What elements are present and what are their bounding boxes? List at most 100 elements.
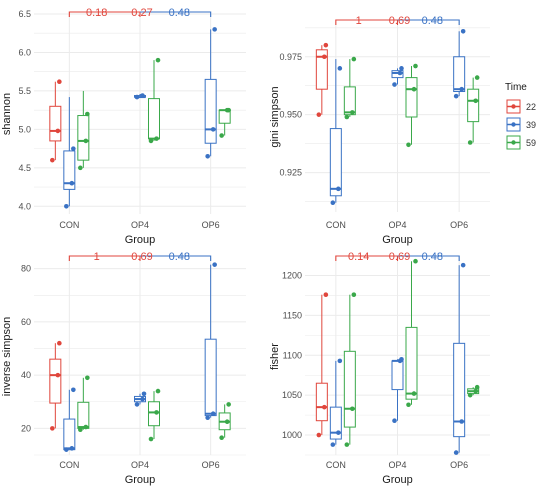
data-point xyxy=(226,107,231,113)
bracket-op4-op6 xyxy=(140,255,212,261)
data-point xyxy=(141,391,147,397)
data-point xyxy=(411,391,417,396)
x-tick-label: CON xyxy=(326,460,346,470)
bracket-con-op4 xyxy=(68,11,141,17)
box-22-CON xyxy=(315,292,329,438)
data-point xyxy=(350,406,355,412)
data-point xyxy=(210,127,216,132)
data-point xyxy=(392,82,397,87)
x-axis-title: Group xyxy=(125,474,156,486)
y-tick-label: 6.0 xyxy=(18,47,31,57)
data-point xyxy=(71,146,76,151)
p-value-label: 0.48 xyxy=(422,251,443,263)
data-point xyxy=(413,63,418,69)
x-tick-label: OP4 xyxy=(131,220,149,230)
legend-key-point xyxy=(511,140,516,145)
data-point xyxy=(78,165,83,171)
box-body xyxy=(391,70,404,79)
data-point xyxy=(330,442,336,447)
y-axis-title: inverse simpson xyxy=(1,317,13,396)
y-tick-label: 1150 xyxy=(283,310,302,320)
bracket-con-op4 xyxy=(68,255,141,261)
data-point xyxy=(219,133,224,138)
data-point xyxy=(134,402,140,407)
legend-item-59: 59 xyxy=(506,135,536,150)
data-point xyxy=(322,54,327,60)
box-body xyxy=(148,401,160,427)
data-point xyxy=(148,138,154,144)
legend-item-39: 39 xyxy=(506,117,536,132)
data-point xyxy=(397,70,403,76)
data-point xyxy=(210,411,216,417)
box-body xyxy=(204,338,217,417)
y-tick-label: 1050 xyxy=(282,390,302,400)
y-tick-label: 20 xyxy=(21,423,31,433)
box-body xyxy=(343,350,356,428)
x-tick-label: CON xyxy=(59,460,79,470)
box-59-OP4 xyxy=(148,388,161,442)
legend-label: 39 xyxy=(526,120,536,130)
box-body xyxy=(148,98,160,140)
box-body xyxy=(453,342,466,438)
p-value-label: 0.69 xyxy=(131,251,152,263)
p-value-label: 0.27 xyxy=(131,7,152,19)
y-axis-title: shannon xyxy=(1,93,13,135)
data-point xyxy=(467,140,473,145)
box-39-CON xyxy=(63,97,76,209)
x-tick-label: CON xyxy=(326,220,346,230)
data-point xyxy=(460,262,466,268)
data-point xyxy=(392,418,397,424)
data-point xyxy=(473,388,478,394)
data-point xyxy=(336,430,341,435)
bracket-op4-op6 xyxy=(397,255,460,261)
data-point xyxy=(350,110,355,115)
data-point xyxy=(337,66,343,71)
box-body xyxy=(49,105,62,142)
box-22-CON xyxy=(315,42,329,117)
data-point xyxy=(55,372,61,378)
data-point xyxy=(212,27,217,32)
legend-label: 22 xyxy=(526,102,536,112)
box-39-OP4 xyxy=(134,93,146,100)
panel-inverse-simpson: 20 40 60 80 CON OP4 OP6 inverse simpson Group 1 0.… xyxy=(1,251,246,486)
data-point xyxy=(85,375,90,381)
box-39-OP4 xyxy=(391,356,404,424)
legend-item-22: 22 xyxy=(506,99,536,114)
box-59-OP6 xyxy=(218,107,231,138)
x-tick-label: OP6 xyxy=(202,220,220,230)
data-point xyxy=(219,435,224,440)
data-point xyxy=(322,404,327,410)
x-tick-label: OP4 xyxy=(388,220,406,230)
x-tick-label: OP6 xyxy=(202,460,220,470)
y-tick-label: 6.5 xyxy=(18,9,31,19)
y-tick-label: 4.0 xyxy=(18,201,31,211)
box-22-CON xyxy=(49,79,62,163)
panel-gini-simpson: 0.925 0.950 0.975 CON OP4 OP6 gini simpson Grou… xyxy=(269,15,490,246)
box-body xyxy=(391,360,404,391)
data-point xyxy=(226,402,231,407)
y-tick-label: 0.975 xyxy=(279,52,302,62)
legend-label: 59 xyxy=(526,138,536,148)
data-point xyxy=(50,426,55,431)
box-39-OP6 xyxy=(204,262,217,421)
p-value-label: 1 xyxy=(356,15,362,27)
data-point xyxy=(140,396,145,402)
x-tick-label: OP6 xyxy=(450,220,468,230)
data-point xyxy=(140,93,145,98)
data-point xyxy=(78,427,83,433)
y-tick-label: 1200 xyxy=(282,271,302,281)
x-tick-label: OP6 xyxy=(450,460,468,470)
y-tick-label: 0.950 xyxy=(279,110,302,120)
p-value-label: 0.48 xyxy=(169,7,190,19)
panel-shannon: 4.0 4.5 5.0 5.5 6.0 6.5 CON OP4 OP6 shannon Group 0… xyxy=(1,7,246,246)
data-point xyxy=(473,98,478,104)
data-point xyxy=(155,388,161,394)
box-39-CON xyxy=(329,59,343,206)
data-point xyxy=(154,410,159,415)
data-point xyxy=(205,415,210,421)
box-39-OP6 xyxy=(204,27,217,159)
data-point xyxy=(134,94,140,100)
y-axis-title: gini simpson xyxy=(269,86,281,147)
